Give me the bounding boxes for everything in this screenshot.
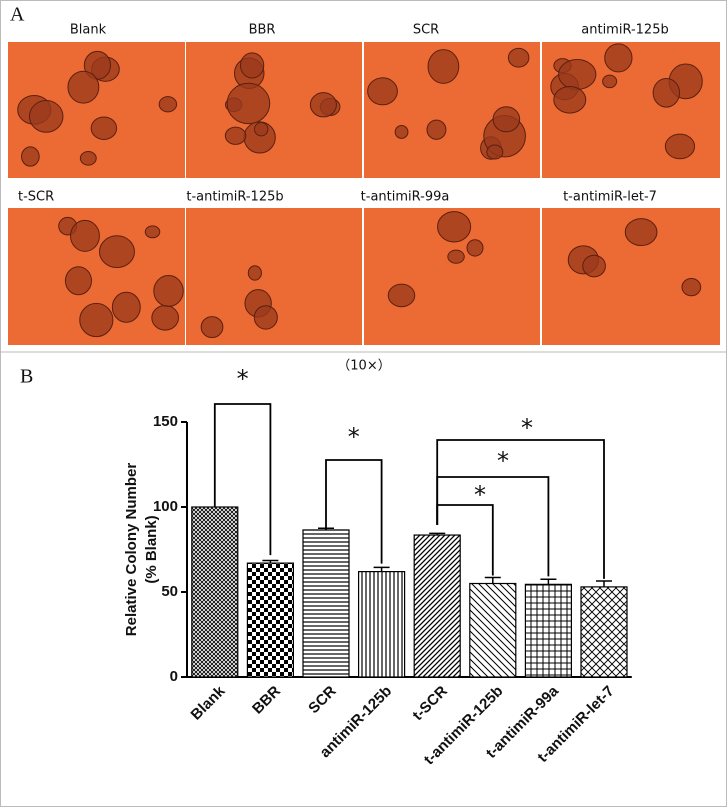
- colony: [83, 50, 112, 80]
- colony: [64, 266, 92, 296]
- y-tick-label: 150: [153, 413, 178, 430]
- image-label: t-SCR: [18, 190, 54, 205]
- colony: [200, 316, 224, 339]
- colony: [253, 121, 269, 137]
- significance-bracket: [325, 459, 383, 564]
- y-axis-label: Relative Colony Number: [123, 463, 140, 637]
- colony: [247, 265, 262, 281]
- colony: [447, 249, 465, 264]
- bar: [358, 570, 406, 678]
- colony: [394, 124, 409, 139]
- significance-bracket: [436, 504, 494, 576]
- image-label: Blank: [70, 23, 107, 38]
- colony: [226, 82, 271, 125]
- colony: [466, 239, 484, 257]
- colony: [144, 225, 161, 239]
- image-label: t-antimiR-125b: [186, 190, 283, 205]
- colony: [111, 291, 141, 323]
- colony: [437, 211, 472, 243]
- colony: [492, 106, 521, 133]
- colony: [79, 151, 97, 166]
- colony: [507, 47, 530, 68]
- significance-star: *: [348, 423, 360, 451]
- significance-bracket: [213, 403, 272, 556]
- significance-star: *: [521, 414, 533, 442]
- bar: [580, 586, 628, 678]
- colony: [309, 92, 337, 118]
- colony: [224, 126, 247, 145]
- colony: [427, 49, 460, 84]
- magnification: （10×）: [337, 359, 390, 374]
- bar: [246, 562, 294, 678]
- colony: [367, 77, 398, 106]
- error-bar: [596, 580, 612, 587]
- bar: [302, 529, 350, 678]
- error-bar: [262, 559, 279, 564]
- colony: [558, 59, 597, 90]
- colony: [602, 74, 618, 89]
- colony: [604, 43, 633, 73]
- y-tick-label: 100: [153, 498, 178, 515]
- image-label: t-antimiR-99a: [361, 190, 450, 205]
- colony: [153, 275, 184, 307]
- colony: [553, 85, 587, 114]
- image-label: t-antimiR-let-7: [563, 190, 657, 205]
- x-tick-label: SCR: [305, 682, 340, 717]
- significance-star: *: [237, 365, 249, 393]
- image-label: antimiR-125b: [581, 23, 668, 38]
- x-tick-label: Blank: [188, 682, 229, 723]
- colony: [79, 302, 114, 338]
- colony: [21, 146, 40, 167]
- bar: [191, 506, 239, 678]
- bar: [524, 583, 573, 678]
- y-tick-label: 0: [170, 668, 178, 685]
- significance-star: *: [474, 481, 486, 509]
- bar: [413, 534, 461, 678]
- panel-label: B: [20, 366, 33, 388]
- colony: [652, 78, 681, 108]
- significance-bracket: [436, 439, 605, 579]
- colony: [664, 133, 696, 160]
- colony: [624, 218, 658, 247]
- colony: [158, 96, 178, 113]
- colony: [67, 70, 100, 104]
- error-bar: [484, 576, 501, 584]
- x-tick-label: BBR: [249, 682, 284, 717]
- colony: [90, 116, 118, 140]
- image-label: BBR: [249, 23, 276, 38]
- colony: [98, 235, 135, 269]
- x-tick-label: t-SCR: [409, 683, 451, 725]
- colony: [426, 119, 447, 140]
- error-bar: [373, 566, 390, 572]
- error-bar: [540, 578, 557, 585]
- significance-star: *: [497, 447, 509, 475]
- colony: [387, 283, 416, 308]
- colony: [239, 52, 265, 79]
- image-label: SCR: [413, 23, 439, 38]
- panel-label: A: [10, 4, 25, 26]
- colony: [486, 144, 504, 160]
- colony: [151, 304, 179, 331]
- bar: [469, 582, 517, 678]
- y-axis-label: (% Blank): [143, 515, 160, 583]
- colony: [70, 219, 100, 252]
- colony: [28, 100, 64, 133]
- colony: [582, 254, 606, 278]
- significance-bracket: [436, 476, 550, 577]
- colony: [253, 305, 278, 330]
- y-tick-label: 50: [161, 583, 178, 600]
- colony: [681, 278, 702, 297]
- error-bar: [429, 532, 446, 536]
